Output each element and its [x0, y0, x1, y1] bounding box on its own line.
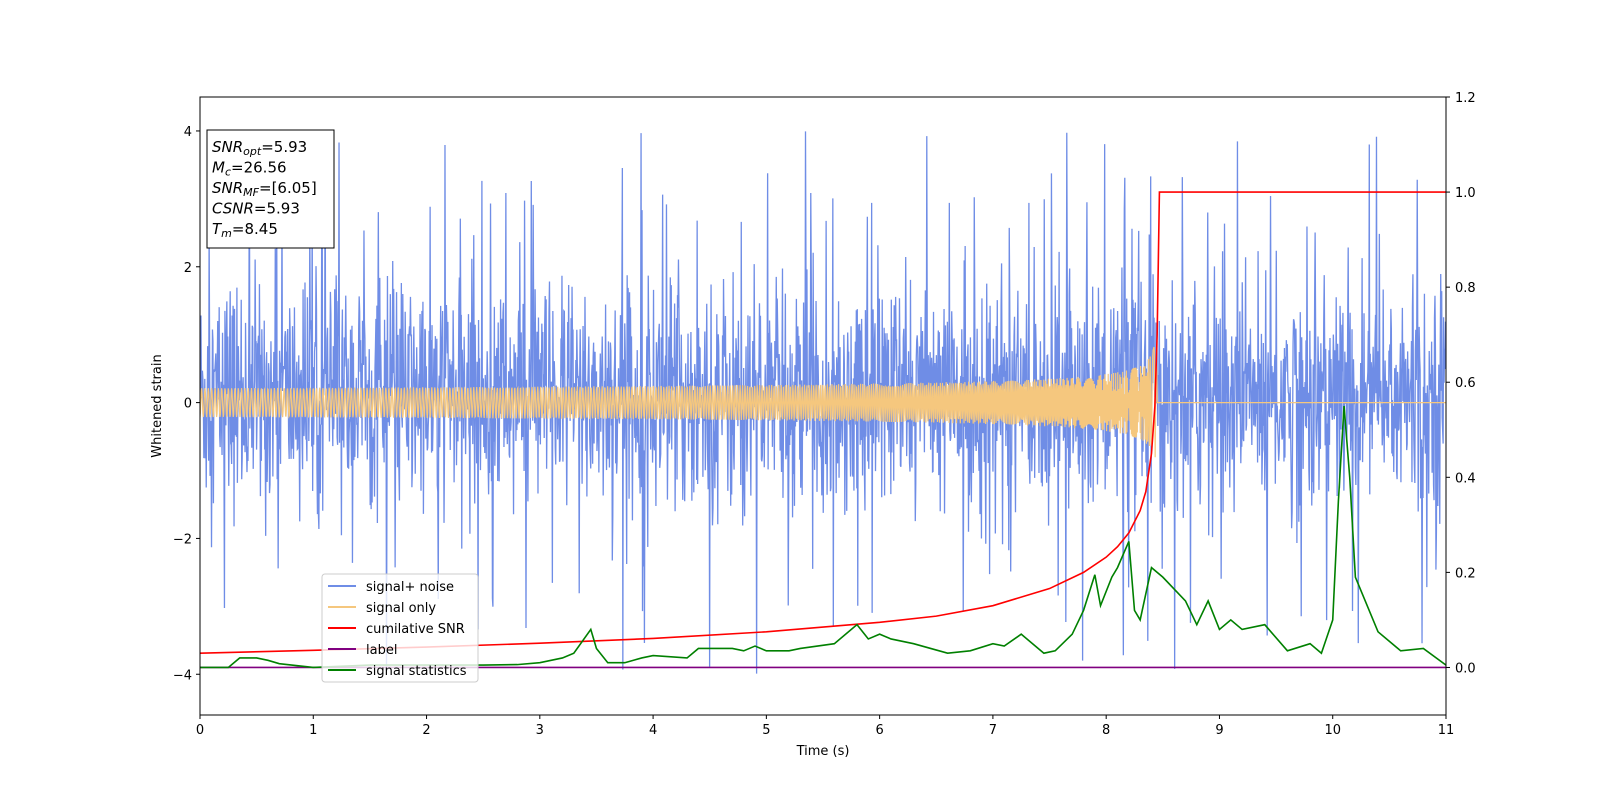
- info-box-line: CSNR=5.93: [212, 200, 300, 218]
- x-axis-label: Time (s): [796, 744, 850, 759]
- y-left-tick-label: −4: [173, 668, 192, 683]
- y-right-tick-label: 1.2: [1455, 91, 1476, 106]
- legend-label: signal only: [366, 601, 436, 616]
- info-box-line: SNRopt=5.93: [212, 138, 307, 158]
- series-cumilative-snr-line: [200, 191, 1446, 654]
- y-right-tick-label: 0.8: [1455, 281, 1476, 296]
- legend-label: cumilative SNR: [366, 622, 465, 637]
- series-signal-statistics-line: [200, 405, 1446, 669]
- x-tick-label: 4: [649, 723, 657, 738]
- y-right-tick-label: 0.0: [1455, 661, 1476, 676]
- legend-label: signal+ noise: [366, 580, 454, 595]
- series-signal-only-line: [200, 346, 1446, 458]
- x-tick-label: 10: [1324, 723, 1341, 738]
- x-tick-label: 5: [762, 723, 770, 738]
- y-right-tick-label: 1.0: [1455, 186, 1476, 201]
- x-tick-label: 1: [309, 723, 317, 738]
- info-box-line: Tm=8.45: [212, 220, 278, 240]
- info-box-frame: [206, 129, 335, 249]
- ticks: 0 1 2 3 4 5 6 7 8 9 10 11 −4 −2 0 2 4 0.0 0.2 0.4 0.6 0.8 1.0 1…: [173, 91, 1476, 738]
- x-tick-label: 8: [1102, 723, 1110, 738]
- x-tick-label: 7: [989, 723, 997, 738]
- x-tick-label: 3: [536, 723, 544, 738]
- x-tick-label: 11: [1438, 723, 1455, 738]
- legend-label: label: [366, 643, 397, 658]
- legend-label: signal statistics: [366, 664, 467, 679]
- x-tick-label: 6: [875, 723, 883, 738]
- y-axis-label: Whitened strain: [150, 354, 165, 457]
- y-right-tick-label: 0.2: [1455, 566, 1476, 581]
- y-left-tick-label: 4: [184, 125, 192, 140]
- y-left-tick-label: 0: [184, 397, 192, 412]
- y-left-tick-label: −2: [173, 532, 192, 547]
- axes-frame: [199, 96, 1447, 716]
- info-box: SNRopt=5.93Mc=26.56SNRMF=[6.05]CSNR=5.93…: [206, 129, 335, 249]
- x-tick-label: 0: [196, 723, 204, 738]
- legend: signal+ noise signal only cumilative SNR la…: [321, 573, 479, 683]
- info-box-line: Mc=26.56: [212, 159, 287, 179]
- y-right-tick-label: 0.6: [1455, 376, 1476, 391]
- legend-frame: [321, 573, 479, 683]
- y-left-tick-label: 2: [184, 261, 192, 276]
- x-tick-label: 2: [422, 723, 430, 738]
- series-signal-plus-noise-line: [200, 131, 1446, 674]
- y-right-tick-label: 0.4: [1455, 471, 1476, 486]
- x-tick-label: 9: [1215, 723, 1223, 738]
- info-box-line: SNRMF=[6.05]: [212, 179, 317, 199]
